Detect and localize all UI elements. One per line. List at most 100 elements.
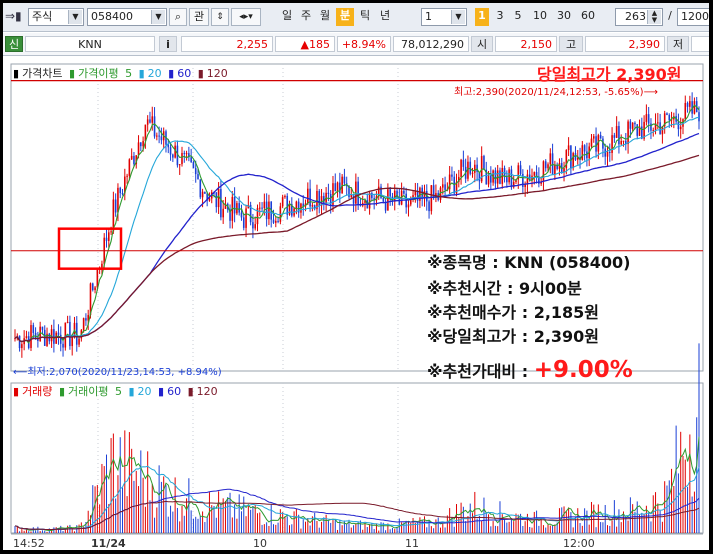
legend-ma20-marker: ▮	[138, 67, 145, 80]
code-input[interactable]: 058400 ▼	[87, 8, 167, 26]
candle-body	[142, 140, 144, 147]
candle-body	[320, 196, 323, 206]
candle-body	[414, 190, 417, 196]
price-legend: ▮ 가격차트 ▮ 가격이평 5 ▮ 20 ▮ 60 ▮ 120	[13, 67, 231, 81]
candle-body	[574, 153, 577, 160]
quick-5[interactable]: 5	[514, 9, 522, 22]
chevron-down-icon[interactable]: ▼	[451, 10, 465, 24]
market-value: 주식	[32, 10, 53, 23]
candle-body	[638, 126, 641, 136]
period-year[interactable]: 년	[379, 9, 391, 22]
candle-body	[119, 187, 122, 194]
period-week[interactable]: 주	[300, 9, 312, 22]
candle-body	[174, 145, 176, 158]
candle-body	[618, 126, 620, 145]
legend-vma60-marker: ▮	[158, 385, 165, 398]
menu-arrow-icon[interactable]: ⇒▮	[5, 9, 22, 23]
quick-1[interactable]: 1	[475, 8, 489, 26]
quick-60[interactable]: 60	[581, 9, 595, 22]
info-icon[interactable]: i	[159, 36, 177, 52]
candle-body	[14, 338, 16, 340]
candle-body	[490, 175, 492, 183]
candle-body	[679, 126, 682, 130]
candle-body	[670, 119, 673, 121]
candle-body	[121, 193, 124, 195]
candle-body	[297, 201, 300, 213]
x-label-11: 11	[405, 537, 419, 550]
compare-label: ※추천가대비 :	[427, 362, 534, 381]
candle-body	[62, 343, 64, 348]
candle-body	[151, 116, 154, 123]
quick-3[interactable]: 3	[496, 9, 504, 22]
spin-icon[interactable]: ▲ ▼	[647, 10, 661, 24]
change-rate: +8.94%	[337, 36, 391, 52]
stepper-icon[interactable]: ◂▸▾	[231, 8, 261, 26]
candle-body	[393, 190, 396, 202]
chevron-down-icon[interactable]: ▼	[151, 10, 165, 24]
candle-body	[462, 159, 465, 167]
vol-ma20-line	[14, 465, 700, 530]
market-select[interactable]: 주식 ▼	[28, 8, 84, 26]
candle-body	[457, 176, 460, 183]
candle-body	[576, 157, 579, 160]
candle-body	[91, 283, 94, 291]
candle-body	[249, 204, 252, 223]
candle-body	[471, 172, 474, 174]
chart-area[interactable]	[3, 58, 709, 550]
candle-body	[430, 185, 433, 212]
total-input[interactable]: 1200	[677, 8, 709, 26]
candle-body	[252, 222, 254, 229]
candle-body	[435, 193, 437, 197]
candle-body	[409, 198, 412, 205]
candle-body	[69, 321, 71, 347]
candle-body	[350, 195, 353, 198]
candle-body	[620, 140, 623, 145]
legend-ma20: 20	[147, 67, 162, 80]
candle-body	[693, 101, 696, 114]
candle-body	[110, 231, 112, 233]
sort-icon[interactable]: ⇕	[211, 8, 229, 26]
candle-body	[265, 201, 268, 220]
candle-body	[197, 174, 199, 180]
gwan-button[interactable]: 관	[189, 8, 209, 26]
candle-body	[217, 189, 220, 208]
candle-body	[698, 112, 700, 122]
candle-body	[403, 190, 405, 194]
candle-body	[485, 169, 488, 185]
count-stepper[interactable]: 263 ▲ ▼	[615, 8, 663, 26]
candle-body	[590, 138, 593, 147]
candle-body	[522, 173, 524, 187]
candle-body	[506, 177, 508, 183]
candle-body	[412, 195, 414, 199]
candle-body	[494, 170, 497, 184]
chevron-down-icon[interactable]: ▼	[68, 10, 82, 24]
candle-body	[238, 203, 240, 213]
candle-body	[528, 174, 531, 181]
period-month[interactable]: 월	[319, 9, 331, 22]
period-day[interactable]: 일	[281, 9, 293, 22]
interval-select[interactable]: 1 ▼	[421, 8, 467, 26]
candle-body	[606, 151, 609, 157]
high-price: 2,390	[585, 36, 665, 52]
candle-body	[432, 185, 435, 197]
candle-body	[112, 199, 115, 232]
legend-price-title: 가격차트	[22, 67, 63, 80]
candle-body	[215, 192, 218, 208]
quick-30[interactable]: 30	[557, 9, 571, 22]
period-tick[interactable]: 틱	[359, 9, 371, 22]
legend-vol-title: 거래량	[22, 385, 53, 398]
price-panel	[10, 63, 704, 372]
search-icon[interactable]: ⌕	[169, 8, 187, 26]
quick-10[interactable]: 10	[533, 9, 547, 22]
candle-body	[592, 136, 595, 139]
candle-body	[666, 113, 668, 116]
candle-body	[631, 122, 634, 129]
candle-body	[78, 338, 80, 345]
legend-ma120: 120	[206, 67, 228, 80]
period-minute[interactable]: 분	[336, 8, 354, 26]
candle-body	[554, 165, 556, 175]
legend-ma-title: 가격이평	[78, 67, 119, 80]
candle-body	[645, 114, 648, 122]
candle-body	[570, 145, 572, 169]
candle-body	[444, 184, 446, 190]
